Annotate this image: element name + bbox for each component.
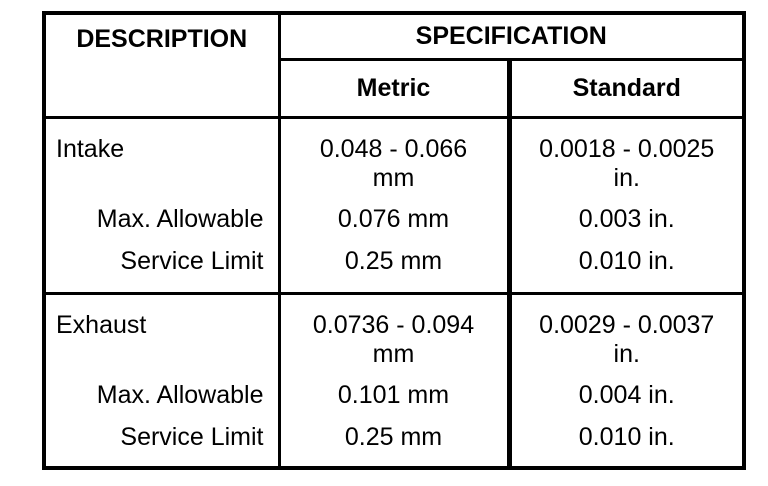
intake-description-cell: Intake Max. Allowable Service Limit [44, 117, 281, 295]
table-section-intake: Intake Max. Allowable Service Limit 0.04… [44, 117, 744, 295]
row-label-exhaust-max-allowable: Max. Allowable [96, 381, 264, 409]
exhaust-service-limit-metric: 0.25 mm [344, 423, 443, 451]
exhaust-metric-range-unit: mm [372, 340, 415, 368]
valve-clearance-spec-table: DESCRIPTION SPECIFICATION Metric Standar… [42, 11, 746, 470]
intake-standard-range-unit: in. [613, 164, 640, 192]
column-header-specification: SPECIFICATION [279, 13, 744, 61]
row-label-exhaust-service-limit: Service Limit [120, 423, 264, 451]
intake-metric-range-unit: mm [372, 164, 415, 192]
header-row-top: DESCRIPTION SPECIFICATION [44, 13, 744, 119]
intake-service-limit-standard: 0.010 in. [578, 247, 675, 275]
exhaust-metric-range: 0.0736 - 0.094 [312, 311, 475, 339]
exhaust-metric-cell: 0.0736 - 0.094 mm 0.101 mm 0.25 mm [279, 293, 512, 468]
row-label-intake-service-limit: Service Limit [120, 247, 264, 275]
exhaust-max-allowable-metric: 0.101 mm [337, 381, 450, 409]
intake-max-allowable-standard: 0.003 in. [578, 205, 675, 233]
exhaust-max-allowable-standard: 0.004 in. [578, 381, 675, 409]
table-section-exhaust: Exhaust Max. Allowable Service Limit 0.0… [44, 293, 744, 469]
exhaust-standard-cell: 0.0029 - 0.0037 in. 0.004 in. 0.010 in. [509, 294, 744, 469]
column-header-description: DESCRIPTION [44, 13, 281, 119]
header-row-units: Metric Standard [44, 59, 744, 119]
exhaust-service-limit-standard: 0.010 in. [578, 423, 675, 451]
row-label-exhaust: Exhaust [56, 311, 147, 339]
exhaust-standard-range: 0.0029 - 0.0037 [539, 311, 715, 339]
column-header-metric: Metric [279, 59, 512, 119]
intake-max-allowable-metric: 0.076 mm [337, 205, 450, 233]
intake-metric-range: 0.048 - 0.066 [319, 135, 468, 163]
intake-metric-cell: 0.048 - 0.066 mm 0.076 mm 0.25 mm [279, 117, 512, 295]
row-label-intake-max-allowable: Max. Allowable [96, 205, 264, 233]
exhaust-standard-range-unit: in. [613, 340, 640, 368]
exhaust-description-cell: Exhaust Max. Allowable Service Limit [44, 293, 281, 468]
intake-standard-cell: 0.0018 - 0.0025 in. 0.003 in. 0.010 in. [509, 117, 744, 295]
row-label-intake: Intake [56, 135, 125, 163]
column-header-standard: Standard [509, 59, 744, 119]
intake-standard-range: 0.0018 - 0.0025 [539, 135, 715, 163]
intake-service-limit-metric: 0.25 mm [344, 247, 443, 275]
